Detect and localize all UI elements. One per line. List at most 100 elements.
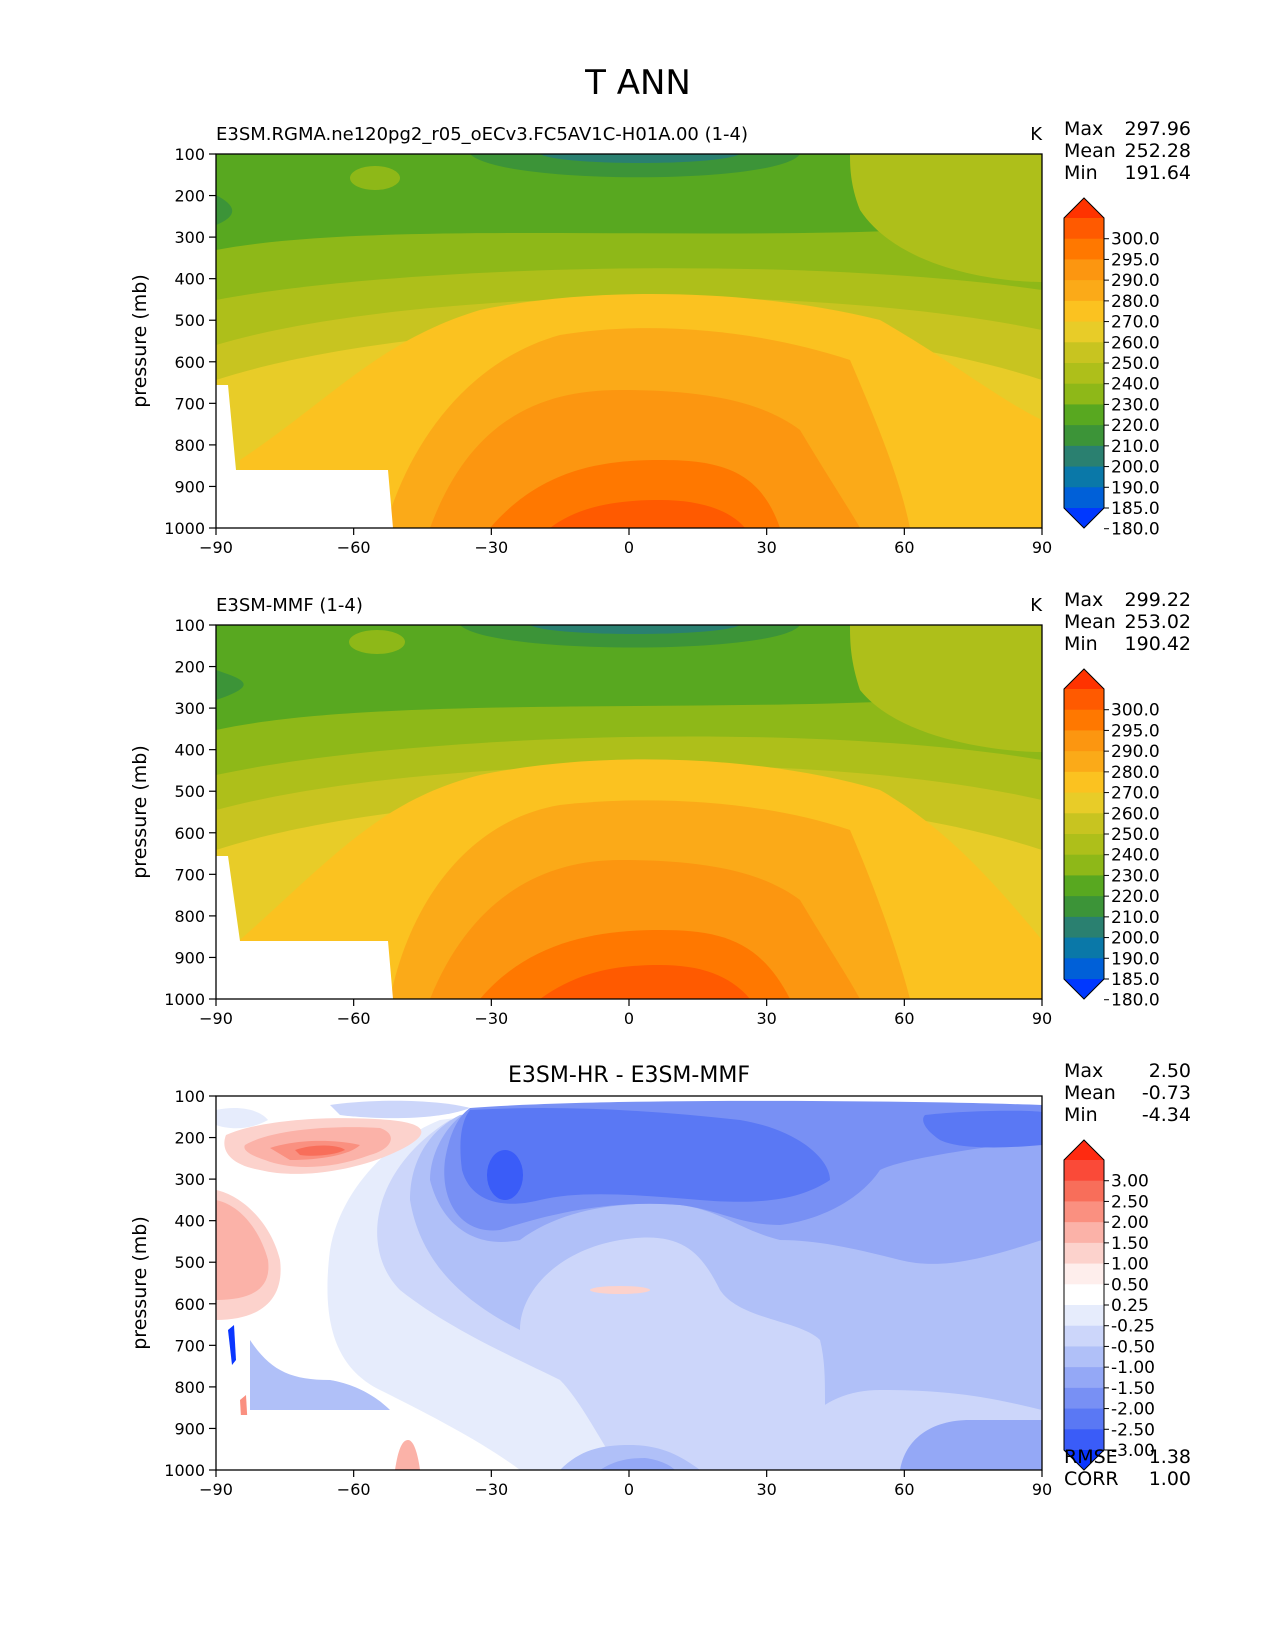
colorbar-level-label: 190.0	[1111, 949, 1160, 969]
x-ticks-3: −90 −60 −30 0 30 60 90	[199, 1470, 1052, 1499]
colorbar-segment	[1064, 730, 1104, 752]
stat-max-label: Max	[1064, 589, 1103, 611]
y-tick-label: 900	[174, 948, 205, 967]
colorbar-level-label: 300.0	[1111, 701, 1160, 721]
y-tick-label: 100	[174, 145, 205, 164]
colorbar-2: 300.0295.0290.0280.0270.0260.0250.0240.0…	[1063, 668, 1160, 1011]
colorbar-level-label: 280.0	[1111, 763, 1160, 783]
colorbar-lower-tip	[1064, 1450, 1104, 1470]
colorbar-segment	[1064, 875, 1104, 897]
colorbar-level-label: 0.25	[1111, 1296, 1149, 1316]
y-tick-label: 600	[174, 353, 205, 372]
contour-field-2	[216, 625, 1042, 999]
y-tick-label: 400	[174, 270, 205, 289]
stat-corr-value: 1.00	[1149, 1468, 1191, 1490]
stat-rmse-label: RMSE	[1064, 1446, 1118, 1468]
panel-1-title: E3SM.RGMA.ne120pg2_r05_oECv3.FC5AV1C-H01…	[216, 124, 748, 145]
y-tick-label: 500	[174, 782, 205, 801]
x-tick-label: 60	[894, 1480, 914, 1499]
colorbar-level-label: 190.0	[1111, 478, 1160, 498]
colorbar-level-label: 210.0	[1111, 908, 1160, 928]
colorbar-level-label: 220.0	[1111, 887, 1160, 907]
colorbar-level-label: -3.00	[1111, 1441, 1155, 1461]
stats-3: Max 2.50 Mean -0.73 Min -4.34	[1064, 1060, 1191, 1126]
colorbar-segment	[1064, 1284, 1104, 1306]
colorbar-level-label: 280.0	[1111, 292, 1160, 312]
y-tick-label: 600	[174, 824, 205, 843]
colorbar-level-label: 240.0	[1111, 375, 1160, 395]
colorbar-level-label: 2.00	[1111, 1213, 1149, 1233]
x-tick-label: −30	[474, 538, 508, 557]
x-ticks-2: −90 −60 −30 0 30 60 90	[199, 999, 1052, 1028]
colorbar-level-label: -0.50	[1111, 1337, 1155, 1357]
colorbar-segment	[1064, 383, 1104, 406]
contour-field-1	[216, 154, 1042, 528]
colorbar-upper-tip	[1064, 198, 1104, 218]
colorbar-upper-tip	[1064, 1140, 1104, 1160]
stat-mean-value: 253.02	[1125, 611, 1191, 633]
x-tick-label: −90	[199, 538, 233, 557]
panel-2-title: E3SM-MMF (1-4)	[216, 595, 363, 616]
y-tick-label: 1000	[164, 519, 205, 538]
x-tick-label: 0	[624, 538, 634, 557]
stat-min-value: -4.34	[1142, 1104, 1191, 1126]
figure-title: T ANN	[584, 63, 691, 103]
panel-1-units: K	[1030, 124, 1043, 145]
colorbar-1: 300.0295.0290.0280.0270.0260.0250.0240.0…	[1063, 197, 1160, 540]
colorbar-segment	[1064, 218, 1104, 240]
stat-min-value: 191.64	[1125, 162, 1191, 184]
colorbar-level-label: 3.00	[1111, 1172, 1149, 1192]
colorbar-upper-tip	[1064, 669, 1104, 689]
x-ticks-1: −90 −60 −30 0 30 60 90	[199, 528, 1052, 557]
panel-2-units: K	[1030, 595, 1043, 616]
colorbar-segment	[1064, 854, 1104, 877]
stat-rmse-value: 1.38	[1149, 1446, 1191, 1468]
colorbar-segment	[1064, 1325, 1104, 1348]
colorbar-level-label: -1.00	[1111, 1358, 1155, 1378]
stat-min-label: Min	[1064, 162, 1098, 184]
y-tick-label: 800	[174, 907, 205, 926]
colorbar-level-label: -2.00	[1111, 1400, 1155, 1420]
x-tick-label: 0	[624, 1009, 634, 1028]
colorbar-3: 3.002.502.001.501.000.500.25-0.25-0.50-1…	[1063, 1139, 1155, 1471]
y-tick-label: 800	[174, 436, 205, 455]
y-tick-label: 400	[174, 1212, 205, 1231]
colorbar-level-label: 240.0	[1111, 846, 1160, 866]
colorbar-segment	[1064, 1367, 1104, 1389]
colorbar-level-label: 290.0	[1111, 742, 1160, 762]
colorbar-segment	[1064, 487, 1104, 509]
colorbar-segment	[1064, 280, 1104, 302]
colorbar-level-label: 260.0	[1111, 333, 1160, 353]
colorbar-level-label: 200.0	[1111, 458, 1160, 478]
y-tick-label: 1000	[164, 990, 205, 1009]
colorbar-level-label: 230.0	[1111, 866, 1160, 886]
y-ticks-3: 100 200 300 400 500 600 700 800 900 1000	[164, 1087, 216, 1480]
stats-1: Max 297.96 Mean 252.28 Min 191.64	[1064, 118, 1191, 184]
colorbar-segment	[1064, 259, 1104, 281]
x-tick-label: −90	[199, 1009, 233, 1028]
y-tick-label: 300	[174, 699, 205, 718]
y-tick-label: 500	[174, 1253, 205, 1272]
panel-1: E3SM.RGMA.ne120pg2_r05_oECv3.FC5AV1C-H01…	[129, 118, 1191, 557]
colorbar-segment	[1064, 709, 1104, 732]
y-tick-label: 1000	[164, 1461, 205, 1480]
y-ticks-1: 100 200 300 400 500 600 700 800 900 1000	[164, 145, 216, 538]
colorbar-level-label: 290.0	[1111, 271, 1160, 291]
colorbar-segment	[1064, 1305, 1104, 1327]
colorbar-level-label: 1.00	[1111, 1255, 1149, 1275]
x-tick-label: 90	[1032, 1480, 1052, 1499]
colorbar-segment	[1064, 792, 1104, 814]
colorbar-level-label: 200.0	[1111, 929, 1160, 949]
x-tick-label: −30	[474, 1009, 508, 1028]
x-tick-label: −60	[337, 1009, 371, 1028]
colorbar-segment	[1064, 1429, 1104, 1451]
colorbar-level-label: 270.0	[1111, 313, 1160, 333]
colorbar-level-label: -0.25	[1111, 1317, 1155, 1337]
colorbar-segment	[1064, 1222, 1104, 1244]
y-axis-label-3: pressure (mb)	[129, 1216, 151, 1350]
y-tick-label: 700	[174, 394, 205, 413]
colorbar-segment	[1064, 751, 1104, 773]
colorbar-segment	[1064, 813, 1104, 835]
y-tick-label: 900	[174, 477, 205, 496]
colorbar-segment	[1064, 238, 1104, 261]
